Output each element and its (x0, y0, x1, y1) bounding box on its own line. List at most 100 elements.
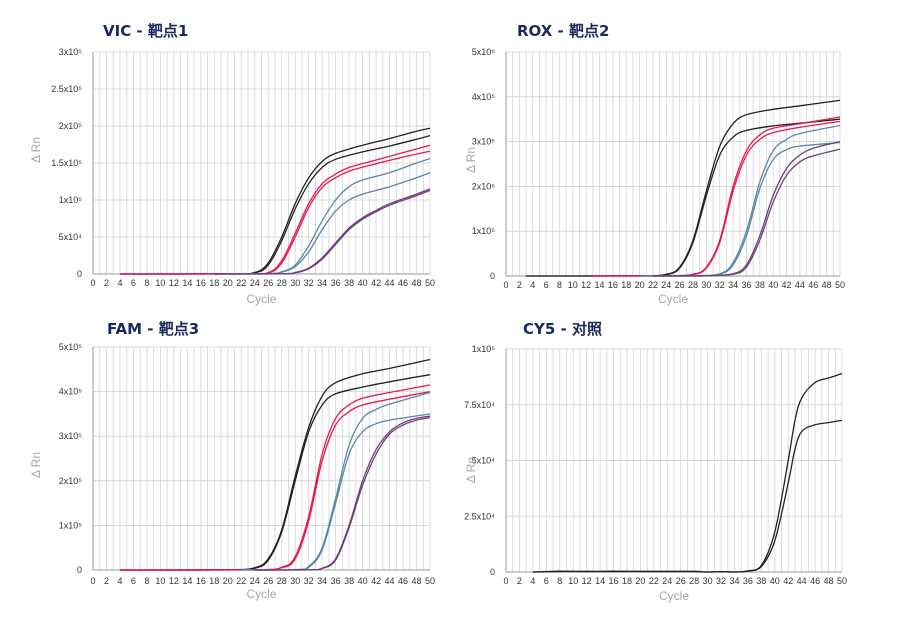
x-tick-label: 24 (250, 278, 260, 288)
x-tick-label: 20 (223, 278, 233, 288)
x-tick-label: 8 (144, 278, 149, 288)
x-tick-label: 28 (277, 576, 287, 586)
x-tick-label: 22 (236, 576, 246, 586)
x-axis-label: Cycle (246, 292, 276, 306)
x-tick-label: 2 (517, 280, 522, 290)
x-tick-label: 32 (304, 576, 314, 586)
x-tick-label: 42 (371, 576, 381, 586)
x-tick-label: 8 (557, 280, 562, 290)
x-tick-label: 44 (385, 576, 395, 586)
x-tick-label: 48 (822, 280, 832, 290)
x-tick-label: 42 (371, 278, 381, 288)
y-tick-label: 4x10⁵ (59, 387, 83, 397)
grid (92, 346, 431, 571)
x-tick-label: 14 (182, 576, 192, 586)
x-tick-label: 46 (808, 280, 818, 290)
x-tick-label: 38 (755, 280, 765, 290)
x-tick-label: 6 (544, 576, 549, 586)
x-tick-label: 4 (530, 280, 535, 290)
y-tick-label: 7.5x10⁴ (464, 400, 495, 410)
y-tick-label: 3x10⁵ (472, 137, 496, 147)
y-tick-label: 0 (77, 565, 82, 575)
y-axis-label: Δ Rn (29, 452, 43, 478)
x-tick-label: 22 (648, 280, 658, 290)
x-tick-label: 20 (635, 576, 645, 586)
y-axis-label: Δ Rn (464, 147, 478, 173)
chart-fam: FAM - 靶点3 0 1x10⁵ 2x10⁵ 3x10⁵ 4x10⁵ 5x10⁵ 0 2 4 6… (0, 305, 450, 624)
x-tick-label: 32 (304, 278, 314, 288)
x-tick-label: 2 (104, 278, 109, 288)
grid (92, 51, 431, 275)
y-tick-label: 5x10⁵ (59, 342, 83, 352)
y-tick-label: 1.5x10⁵ (51, 158, 82, 168)
x-tick-label: 30 (701, 280, 711, 290)
x-tick-label: 36 (331, 278, 341, 288)
x-tick-label: 44 (385, 278, 395, 288)
chart-title: FAM - 靶点3 (107, 320, 200, 338)
x-tick-label: 50 (425, 576, 435, 586)
x-tick-label: 24 (250, 576, 260, 586)
x-tick-label: 22 (236, 278, 246, 288)
y-tick-label: 0 (490, 567, 495, 577)
x-tick-label: 40 (768, 280, 778, 290)
y-tick-label: 3x10⁵ (59, 431, 83, 441)
x-tick-label: 22 (649, 576, 659, 586)
x-tick-label: 2 (517, 576, 522, 586)
x-tick-label: 18 (209, 278, 219, 288)
x-tick-label: 38 (756, 576, 766, 586)
x-tick-label: 18 (209, 576, 219, 586)
x-tick-label: 32 (715, 280, 725, 290)
x-tick-label: 48 (824, 576, 834, 586)
series-line (652, 148, 841, 277)
x-tick-label: 30 (703, 576, 713, 586)
chart-title: CY5 - 对照 (523, 320, 602, 338)
x-axis-label: Cycle (659, 589, 689, 603)
x-tick-label: 12 (582, 576, 592, 586)
x-tick-label: 20 (223, 576, 233, 586)
x-tick-label: 14 (182, 278, 192, 288)
series-line (254, 416, 431, 571)
x-tick-label: 12 (169, 278, 179, 288)
x-tick-label: 28 (688, 280, 698, 290)
x-tick-label: 6 (544, 280, 549, 290)
x-tick-label: 24 (662, 576, 672, 586)
x-tick-label: 44 (795, 280, 805, 290)
x-tick-label: 6 (131, 278, 136, 288)
x-tick-label: 0 (90, 278, 95, 288)
x-tick-label: 10 (568, 280, 578, 290)
x-tick-label: 14 (595, 280, 605, 290)
x-tick-label: 44 (797, 576, 807, 586)
series-line (214, 189, 431, 275)
x-tick-label: 10 (568, 576, 578, 586)
y-tick-label: 3x10⁵ (59, 47, 83, 57)
x-tick-label: 0 (90, 576, 95, 586)
x-axis-label: Cycle (246, 587, 276, 601)
x-tick-label: 48 (412, 576, 422, 586)
x-tick-label: 28 (689, 576, 699, 586)
x-tick-label: 38 (344, 576, 354, 586)
x-axis-label: Cycle (658, 292, 688, 306)
x-tick-label: 8 (144, 576, 149, 586)
x-tick-label: 10 (155, 278, 165, 288)
x-tick-label: 0 (503, 576, 508, 586)
x-tick-label: 42 (782, 280, 792, 290)
x-tick-label: 4 (117, 278, 122, 288)
x-tick-label: 46 (398, 278, 408, 288)
x-tick-label: 38 (344, 278, 354, 288)
series-line (214, 171, 431, 275)
x-tick-label: 30 (290, 278, 300, 288)
y-tick-label: 1x10⁵ (472, 226, 496, 236)
x-tick-label: 4 (117, 576, 122, 586)
x-tick-label: 34 (317, 576, 327, 586)
y-tick-label: 1x10⁵ (59, 520, 83, 530)
x-tick-label: 34 (728, 280, 738, 290)
x-tick-label: 2 (104, 576, 109, 586)
x-tick-label: 46 (810, 576, 820, 586)
y-tick-label: 2x10⁵ (59, 476, 83, 486)
x-tick-label: 34 (729, 576, 739, 586)
series-line (532, 419, 843, 573)
x-tick-label: 12 (581, 280, 591, 290)
x-tick-label: 26 (675, 280, 685, 290)
